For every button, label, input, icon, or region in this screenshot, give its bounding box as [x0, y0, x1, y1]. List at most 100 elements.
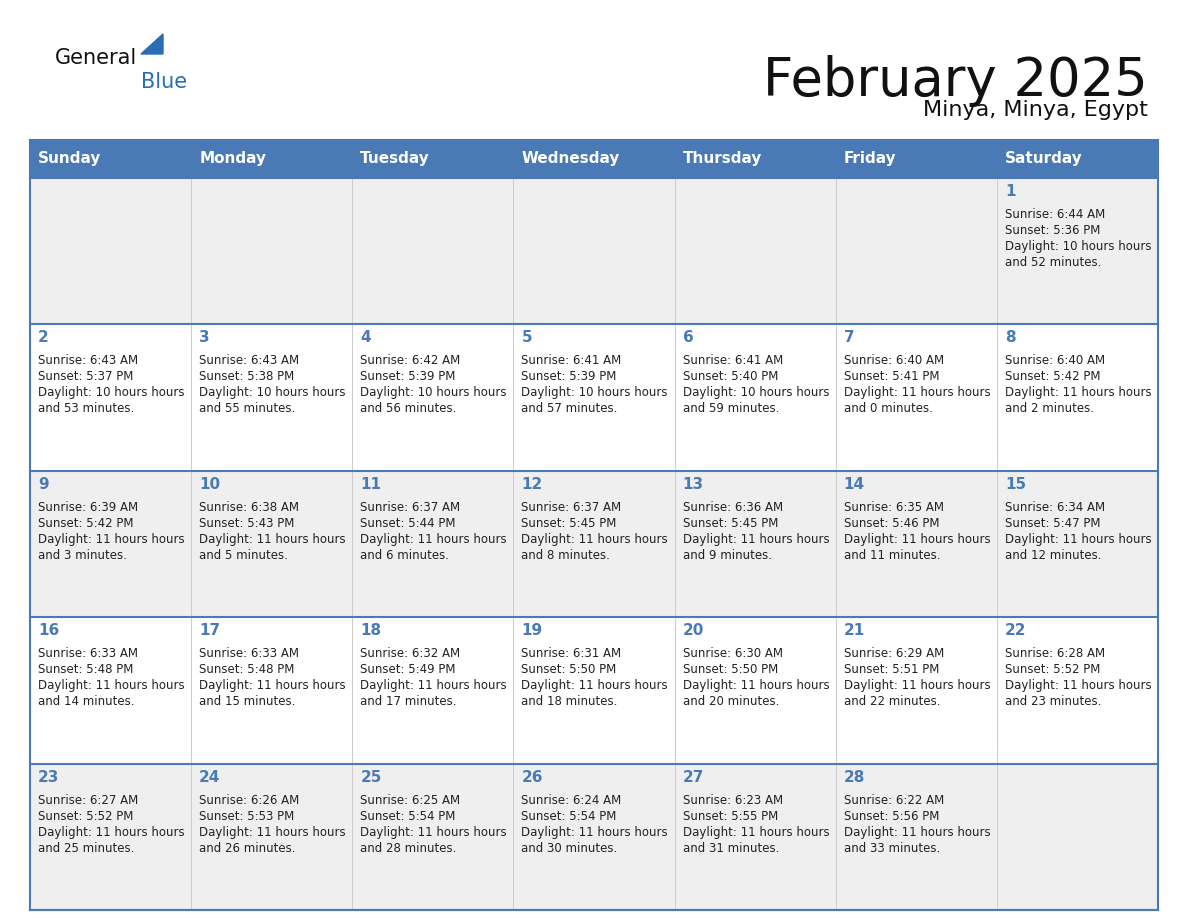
Text: 10: 10 — [200, 476, 220, 492]
Text: Daylight: 11 hours hours: Daylight: 11 hours hours — [360, 679, 507, 692]
Text: Sunrise: 6:31 AM: Sunrise: 6:31 AM — [522, 647, 621, 660]
Text: 23: 23 — [38, 769, 59, 785]
Text: Daylight: 11 hours hours: Daylight: 11 hours hours — [522, 825, 668, 839]
Text: Daylight: 11 hours hours: Daylight: 11 hours hours — [200, 532, 346, 546]
Text: Daylight: 11 hours hours: Daylight: 11 hours hours — [1005, 679, 1151, 692]
Text: and 14 minutes.: and 14 minutes. — [38, 695, 134, 708]
Text: 28: 28 — [843, 769, 865, 785]
Text: and 57 minutes.: and 57 minutes. — [522, 402, 618, 416]
Text: and 20 minutes.: and 20 minutes. — [683, 695, 779, 708]
Text: Daylight: 11 hours hours: Daylight: 11 hours hours — [38, 825, 184, 839]
Bar — [30, 471, 1158, 617]
Text: 2: 2 — [38, 330, 49, 345]
Text: 4: 4 — [360, 330, 371, 345]
Bar — [30, 178, 1158, 324]
Text: Daylight: 10 hours hours: Daylight: 10 hours hours — [1005, 240, 1151, 253]
Text: Daylight: 11 hours hours: Daylight: 11 hours hours — [200, 679, 346, 692]
Text: 24: 24 — [200, 769, 221, 785]
Text: Sunrise: 6:36 AM: Sunrise: 6:36 AM — [683, 501, 783, 514]
Text: 18: 18 — [360, 623, 381, 638]
Text: and 9 minutes.: and 9 minutes. — [683, 549, 772, 562]
Text: Sunset: 5:45 PM: Sunset: 5:45 PM — [683, 517, 778, 530]
Text: Sunrise: 6:22 AM: Sunrise: 6:22 AM — [843, 793, 944, 807]
Text: Sunset: 5:41 PM: Sunset: 5:41 PM — [843, 370, 940, 384]
Text: Sunset: 5:50 PM: Sunset: 5:50 PM — [683, 663, 778, 677]
Text: Sunrise: 6:41 AM: Sunrise: 6:41 AM — [683, 354, 783, 367]
Text: 17: 17 — [200, 623, 220, 638]
Text: Sunrise: 6:29 AM: Sunrise: 6:29 AM — [843, 647, 944, 660]
Text: and 6 minutes.: and 6 minutes. — [360, 549, 449, 562]
Text: and 22 minutes.: and 22 minutes. — [843, 695, 940, 708]
Bar — [675, 140, 835, 178]
Text: Sunrise: 6:43 AM: Sunrise: 6:43 AM — [38, 354, 138, 367]
Text: 7: 7 — [843, 330, 854, 345]
Text: Sunset: 5:42 PM: Sunset: 5:42 PM — [38, 517, 133, 530]
Text: Sunset: 5:47 PM: Sunset: 5:47 PM — [1005, 517, 1100, 530]
Text: Tuesday: Tuesday — [360, 151, 430, 166]
Text: Sunrise: 6:27 AM: Sunrise: 6:27 AM — [38, 793, 138, 807]
Text: Sunset: 5:48 PM: Sunset: 5:48 PM — [200, 663, 295, 677]
Text: Sunset: 5:40 PM: Sunset: 5:40 PM — [683, 370, 778, 384]
Text: 6: 6 — [683, 330, 694, 345]
Text: Sunrise: 6:23 AM: Sunrise: 6:23 AM — [683, 793, 783, 807]
Text: Sunset: 5:39 PM: Sunset: 5:39 PM — [522, 370, 617, 384]
Text: Sunset: 5:50 PM: Sunset: 5:50 PM — [522, 663, 617, 677]
Bar — [835, 140, 997, 178]
Text: 25: 25 — [360, 769, 381, 785]
Bar — [30, 764, 1158, 910]
Text: Friday: Friday — [843, 151, 897, 166]
Text: 5: 5 — [522, 330, 532, 345]
Text: Sunrise: 6:25 AM: Sunrise: 6:25 AM — [360, 793, 461, 807]
Text: Daylight: 10 hours hours: Daylight: 10 hours hours — [38, 386, 184, 399]
Text: Sunset: 5:48 PM: Sunset: 5:48 PM — [38, 663, 133, 677]
Text: Daylight: 11 hours hours: Daylight: 11 hours hours — [683, 679, 829, 692]
Text: and 2 minutes.: and 2 minutes. — [1005, 402, 1094, 416]
Text: and 31 minutes.: and 31 minutes. — [683, 842, 779, 855]
Text: Sunrise: 6:43 AM: Sunrise: 6:43 AM — [200, 354, 299, 367]
Text: Minya, Minya, Egypt: Minya, Minya, Egypt — [923, 100, 1148, 120]
Text: and 55 minutes.: and 55 minutes. — [200, 402, 296, 416]
Text: 3: 3 — [200, 330, 210, 345]
Text: and 23 minutes.: and 23 minutes. — [1005, 695, 1101, 708]
Text: Sunrise: 6:30 AM: Sunrise: 6:30 AM — [683, 647, 783, 660]
Text: Wednesday: Wednesday — [522, 151, 620, 166]
Text: General: General — [55, 48, 138, 68]
Bar — [513, 140, 675, 178]
Text: Daylight: 11 hours hours: Daylight: 11 hours hours — [1005, 386, 1151, 399]
Text: Sunset: 5:54 PM: Sunset: 5:54 PM — [522, 810, 617, 823]
Text: 21: 21 — [843, 623, 865, 638]
Text: February 2025: February 2025 — [763, 55, 1148, 107]
Text: Thursday: Thursday — [683, 151, 762, 166]
Text: Sunset: 5:54 PM: Sunset: 5:54 PM — [360, 810, 456, 823]
Text: 20: 20 — [683, 623, 704, 638]
Text: 8: 8 — [1005, 330, 1016, 345]
Text: and 26 minutes.: and 26 minutes. — [200, 842, 296, 855]
Text: and 8 minutes.: and 8 minutes. — [522, 549, 611, 562]
Text: Daylight: 10 hours hours: Daylight: 10 hours hours — [522, 386, 668, 399]
Text: Sunset: 5:43 PM: Sunset: 5:43 PM — [200, 517, 295, 530]
Text: Sunset: 5:56 PM: Sunset: 5:56 PM — [843, 810, 940, 823]
Text: Daylight: 11 hours hours: Daylight: 11 hours hours — [38, 679, 184, 692]
Text: and 28 minutes.: and 28 minutes. — [360, 842, 456, 855]
Text: Sunrise: 6:26 AM: Sunrise: 6:26 AM — [200, 793, 299, 807]
Text: 19: 19 — [522, 623, 543, 638]
Text: 16: 16 — [38, 623, 59, 638]
Text: and 52 minutes.: and 52 minutes. — [1005, 256, 1101, 269]
Polygon shape — [141, 34, 163, 54]
Bar — [30, 140, 191, 178]
Text: 27: 27 — [683, 769, 704, 785]
Text: and 59 minutes.: and 59 minutes. — [683, 402, 779, 416]
Text: Sunrise: 6:35 AM: Sunrise: 6:35 AM — [843, 501, 943, 514]
Text: Daylight: 11 hours hours: Daylight: 11 hours hours — [38, 532, 184, 546]
Text: and 56 minutes.: and 56 minutes. — [360, 402, 456, 416]
Text: Daylight: 11 hours hours: Daylight: 11 hours hours — [522, 532, 668, 546]
Text: 11: 11 — [360, 476, 381, 492]
Text: 14: 14 — [843, 476, 865, 492]
Text: Sunrise: 6:40 AM: Sunrise: 6:40 AM — [843, 354, 944, 367]
Text: Sunset: 5:42 PM: Sunset: 5:42 PM — [1005, 370, 1100, 384]
Text: Sunset: 5:51 PM: Sunset: 5:51 PM — [843, 663, 940, 677]
Text: Saturday: Saturday — [1005, 151, 1082, 166]
Text: Sunset: 5:52 PM: Sunset: 5:52 PM — [38, 810, 133, 823]
Text: Daylight: 11 hours hours: Daylight: 11 hours hours — [522, 679, 668, 692]
Text: Daylight: 11 hours hours: Daylight: 11 hours hours — [843, 532, 991, 546]
